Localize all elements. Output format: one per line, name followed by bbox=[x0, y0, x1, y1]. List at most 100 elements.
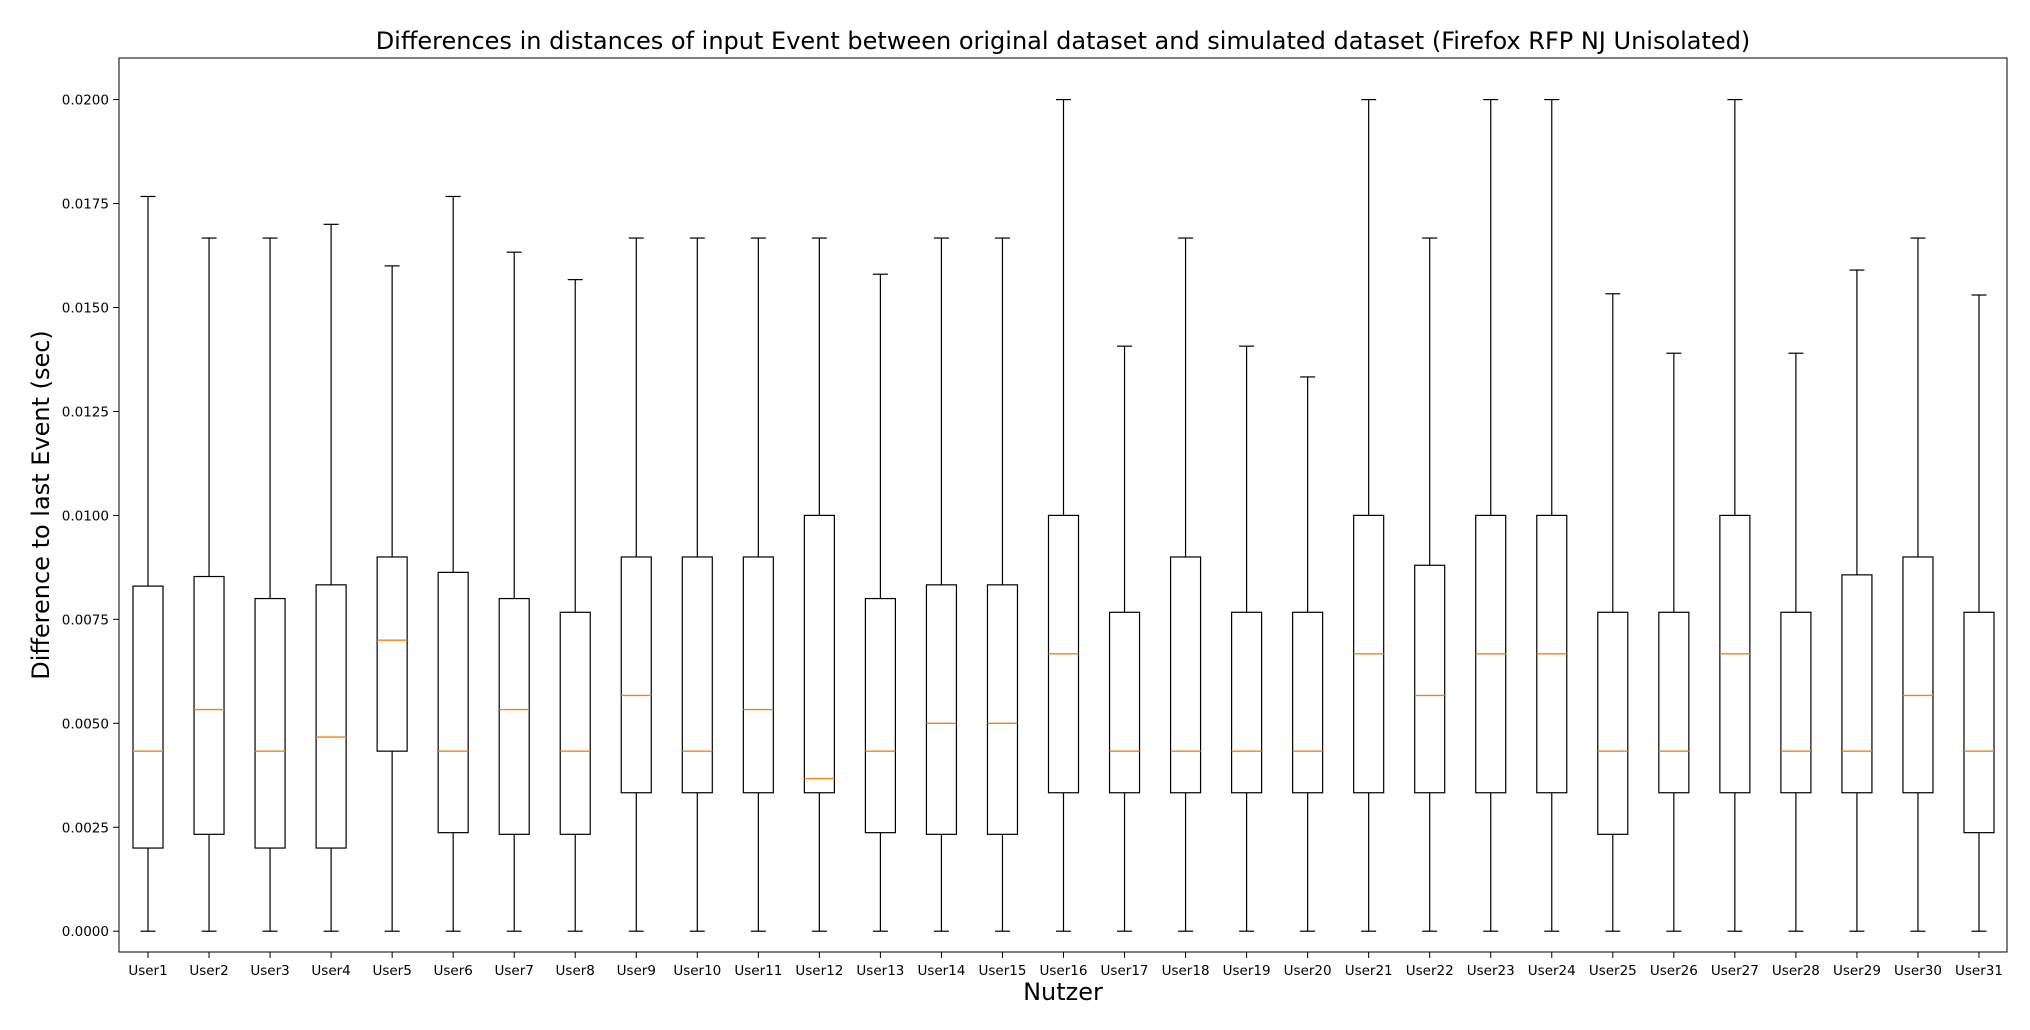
box-group-user15 bbox=[986, 237, 1019, 932]
chart-marks bbox=[132, 98, 1995, 932]
box-group-user16 bbox=[1047, 98, 1080, 932]
x-tick-label: User25 bbox=[1589, 963, 1637, 979]
x-tick-label: User9 bbox=[617, 963, 656, 979]
box bbox=[132, 585, 164, 849]
x-tick-label: User31 bbox=[1955, 963, 2003, 979]
chart-title: Differences in distances of input Event … bbox=[376, 27, 1751, 55]
box bbox=[1169, 556, 1202, 794]
y-tick-label: 0.0175 bbox=[62, 197, 109, 213]
box-group-user29 bbox=[1841, 269, 1873, 932]
box-group-user13 bbox=[864, 273, 897, 932]
box bbox=[315, 584, 347, 849]
box-group-user19 bbox=[1230, 345, 1263, 932]
box-group-user3 bbox=[254, 237, 286, 932]
x-tick-label: User2 bbox=[189, 963, 228, 979]
box bbox=[498, 597, 530, 835]
box-group-user27 bbox=[1719, 98, 1751, 932]
box bbox=[1841, 574, 1873, 794]
box bbox=[1658, 611, 1690, 794]
box bbox=[1597, 611, 1629, 835]
x-tick-label: User15 bbox=[978, 963, 1026, 979]
x-tick-label: User17 bbox=[1101, 963, 1149, 979]
box-group-user2 bbox=[193, 237, 225, 932]
box bbox=[620, 556, 652, 794]
x-tick-label: User7 bbox=[495, 963, 534, 979]
box-group-user10 bbox=[681, 237, 713, 932]
box bbox=[193, 575, 225, 835]
y-tick-label: 0.0000 bbox=[62, 924, 109, 940]
y-axis-label: Difference to last Event (sec) bbox=[27, 330, 55, 680]
box bbox=[1780, 611, 1812, 794]
x-tick-label: User13 bbox=[856, 963, 904, 979]
box bbox=[559, 611, 591, 835]
y-tick-label: 0.0025 bbox=[62, 820, 109, 836]
x-tick-label: User5 bbox=[372, 963, 411, 979]
box bbox=[986, 584, 1019, 835]
box-group-user26 bbox=[1658, 352, 1690, 932]
box-group-user31 bbox=[1963, 294, 1995, 932]
box-group-user28 bbox=[1780, 352, 1812, 932]
x-axis-label: Nutzer bbox=[1023, 978, 1103, 1006]
x-tick-label: User4 bbox=[311, 963, 350, 979]
x-axis: User1 User2 User3 User4 User5 User6 User7 User8… bbox=[128, 952, 2003, 979]
x-tick-label: User16 bbox=[1040, 963, 1088, 979]
box bbox=[681, 556, 713, 794]
box bbox=[803, 514, 835, 794]
y-tick-label: 0.0075 bbox=[62, 612, 109, 628]
x-tick-label: User1 bbox=[128, 963, 167, 979]
box-group-user30 bbox=[1902, 237, 1934, 932]
x-tick-label: User6 bbox=[433, 963, 472, 979]
box bbox=[1230, 611, 1263, 794]
y-axis: 0.0000 0.0025 0.0050 0.0075 0.0100 0.0125 0.01… bbox=[62, 93, 119, 940]
box-group-user18 bbox=[1169, 237, 1202, 932]
box bbox=[742, 556, 774, 794]
box-group-user21 bbox=[1353, 98, 1385, 932]
x-tick-label: User11 bbox=[734, 963, 782, 979]
x-tick-label: User26 bbox=[1650, 963, 1698, 979]
y-tick-label: 0.0150 bbox=[62, 300, 109, 316]
box-group-user17 bbox=[1108, 345, 1141, 932]
box bbox=[925, 584, 958, 835]
box-group-user1 bbox=[132, 195, 164, 932]
box-group-user24 bbox=[1536, 98, 1568, 932]
x-tick-label: User22 bbox=[1406, 963, 1454, 979]
x-tick-label: User24 bbox=[1528, 963, 1576, 979]
y-tick-label: 0.0050 bbox=[62, 716, 109, 732]
box bbox=[1902, 556, 1934, 794]
box-group-user11 bbox=[742, 237, 774, 932]
box-group-user12 bbox=[803, 237, 835, 932]
box bbox=[254, 597, 286, 849]
box-group-user4 bbox=[315, 223, 347, 932]
x-tick-label: User12 bbox=[795, 963, 843, 979]
y-tick-label: 0.0100 bbox=[62, 508, 109, 524]
y-tick-label: 0.0200 bbox=[62, 93, 109, 109]
x-tick-label: User8 bbox=[556, 963, 595, 979]
x-tick-label: User27 bbox=[1711, 963, 1759, 979]
box bbox=[376, 556, 408, 752]
box-group-user23 bbox=[1475, 98, 1507, 932]
box bbox=[1414, 564, 1446, 794]
box-group-user5 bbox=[376, 265, 408, 932]
box-group-user9 bbox=[620, 237, 652, 932]
box bbox=[1963, 611, 1995, 834]
x-tick-label: User3 bbox=[250, 963, 289, 979]
x-tick-label: User29 bbox=[1833, 963, 1881, 979]
box bbox=[437, 571, 469, 834]
box-group-user7 bbox=[498, 251, 530, 932]
box-group-user14 bbox=[925, 237, 958, 932]
box-group-user25 bbox=[1597, 293, 1629, 932]
box bbox=[1108, 611, 1141, 794]
box-group-user20 bbox=[1292, 376, 1324, 932]
box-group-user22 bbox=[1414, 237, 1446, 932]
x-tick-label: User21 bbox=[1345, 963, 1393, 979]
y-tick-label: 0.0125 bbox=[62, 404, 109, 420]
x-tick-label: User30 bbox=[1894, 963, 1942, 979]
box bbox=[864, 597, 897, 834]
x-tick-label: User20 bbox=[1284, 963, 1332, 979]
x-tick-label: User14 bbox=[917, 963, 965, 979]
x-tick-label: User19 bbox=[1223, 963, 1271, 979]
x-tick-label: User28 bbox=[1772, 963, 1820, 979]
x-tick-label: User18 bbox=[1162, 963, 1210, 979]
